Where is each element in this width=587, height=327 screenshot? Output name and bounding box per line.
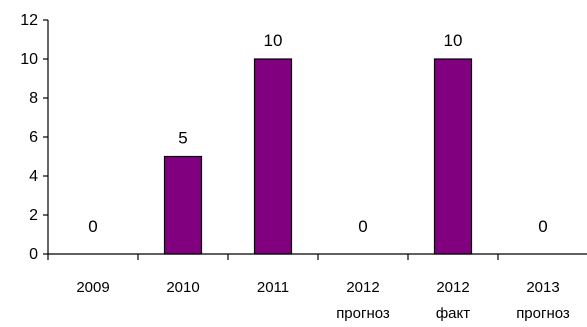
data-label: 0 bbox=[88, 217, 97, 236]
data-label: 0 bbox=[358, 217, 367, 236]
x-axis: 2009 2010 2011 2012 прогноз 2012 факт 2013 прогн… bbox=[47, 253, 587, 322]
y-tick-label: 12 bbox=[20, 12, 38, 29]
x-tick-label: 2011 bbox=[257, 279, 289, 296]
x-tick-label: прогноз bbox=[336, 305, 390, 322]
x-tick-label: 2012 bbox=[346, 279, 379, 296]
bar bbox=[433, 58, 473, 255]
y-tick-label: 8 bbox=[29, 90, 38, 107]
y-axis: 0 2 4 6 8 10 12 bbox=[20, 12, 49, 263]
y-tick-label: 0 bbox=[29, 246, 38, 263]
bar-series bbox=[163, 58, 473, 255]
x-tick-label: 2010 bbox=[166, 279, 199, 296]
data-label: 10 bbox=[444, 31, 463, 50]
x-tick-label: факт bbox=[436, 305, 470, 322]
bar bbox=[253, 58, 293, 255]
data-label: 5 bbox=[178, 129, 187, 148]
x-tick-label: прогноз bbox=[516, 305, 570, 322]
y-tick-label: 10 bbox=[20, 51, 38, 68]
x-tick-label: 2009 bbox=[76, 279, 109, 296]
data-label: 0 bbox=[538, 217, 547, 236]
x-tick-label: 2013 bbox=[526, 279, 559, 296]
bar bbox=[163, 155, 203, 255]
x-tick-label: 2012 bbox=[436, 279, 469, 296]
y-tick-label: 4 bbox=[29, 168, 38, 185]
data-label: 10 bbox=[264, 31, 283, 50]
y-tick-label: 2 bbox=[29, 207, 38, 224]
data-labels: 0 5 10 0 10 0 bbox=[88, 31, 547, 236]
y-tick-label: 6 bbox=[29, 129, 38, 146]
